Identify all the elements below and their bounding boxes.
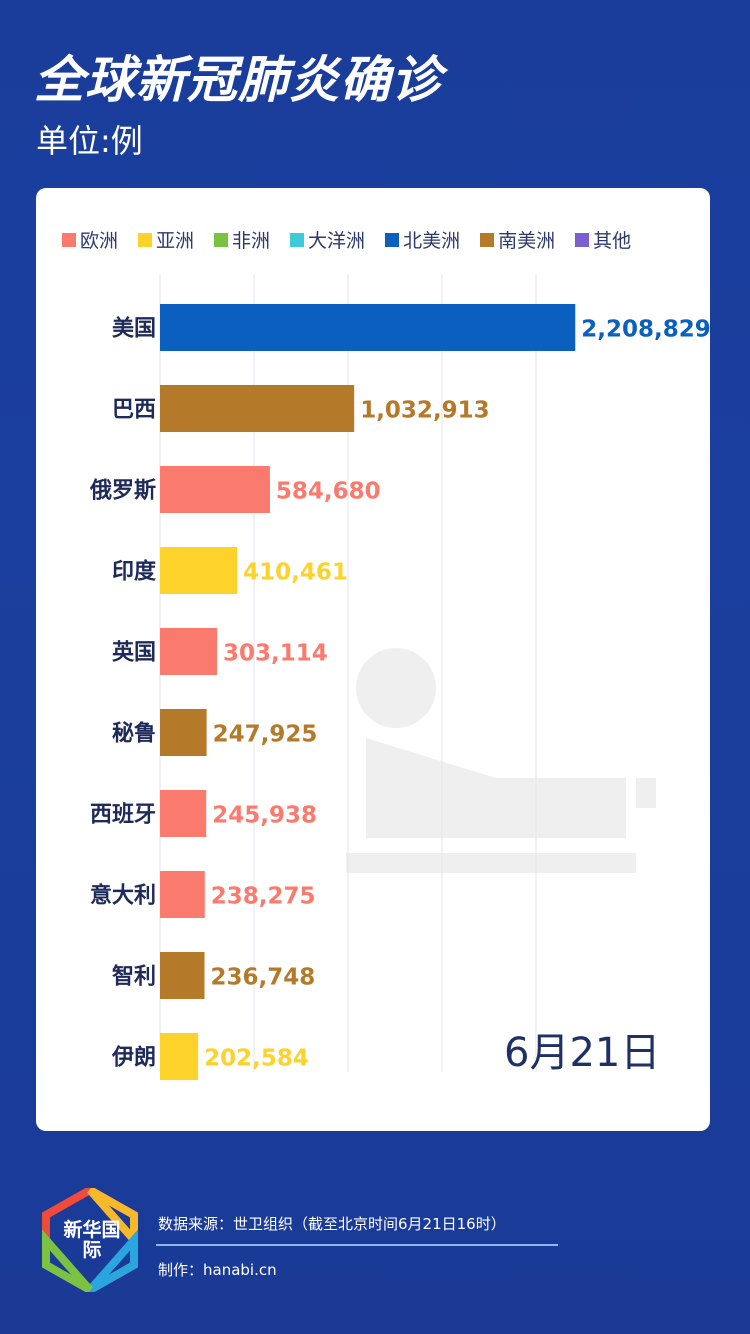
category-label: 西班牙 — [90, 803, 156, 828]
legend-label: 北美洲 — [403, 230, 461, 252]
value-label: 238,275 — [211, 884, 316, 910]
bar — [160, 871, 205, 918]
legend-swatch — [138, 232, 153, 247]
date-label: 6月21日 — [504, 1030, 661, 1076]
legend-label: 欧洲 — [80, 230, 119, 252]
bar — [160, 628, 217, 675]
maker-credit: 制作：hanabi.cn — [158, 1261, 277, 1279]
legend-item: 南美洲 — [480, 226, 555, 253]
xinhua-logo-icon — [42, 1188, 138, 1292]
legend-item: 其他 — [575, 226, 631, 253]
category-label: 英国 — [112, 641, 156, 666]
category-label: 俄罗斯 — [89, 478, 156, 504]
value-label: 2,208,829 — [581, 317, 710, 343]
value-label: 202,584 — [204, 1046, 309, 1072]
bar — [160, 952, 205, 999]
unit-label: 单位:例 — [36, 122, 143, 160]
value-label: 247,925 — [213, 722, 318, 748]
bar — [160, 709, 207, 756]
legend-label: 大洋洲 — [308, 230, 366, 252]
chart-card: 欧洲 亚洲 非洲 大洋洲 北美洲 南美洲 其他 美国 2,208,829 巴西 1,032,913… — [36, 188, 710, 1131]
legend-swatch — [385, 232, 400, 247]
legend-label: 非洲 — [232, 230, 271, 252]
legend-swatch — [480, 232, 495, 247]
legend-label: 其他 — [593, 230, 632, 252]
category-label: 美国 — [112, 316, 156, 342]
legend-swatch — [62, 232, 76, 247]
bar — [160, 790, 207, 837]
value-label: 245,938 — [212, 803, 317, 829]
legend-swatch — [214, 232, 229, 247]
logo-text: 新华国际 — [63, 1219, 121, 1261]
footer-divider — [156, 1244, 558, 1246]
category-label: 秘鲁 — [112, 721, 156, 747]
value-label: 303,114 — [223, 641, 328, 667]
legend-item: 大洋洲 — [290, 226, 365, 253]
patient-bed-watermark-icon — [346, 648, 656, 873]
legend-item: 欧洲 — [62, 226, 118, 253]
category-label: 印度 — [112, 559, 157, 585]
legend-item: 北美洲 — [385, 226, 460, 253]
legend-swatch — [290, 232, 305, 247]
category-label: 巴西 — [112, 398, 156, 423]
value-label: 1,032,913 — [360, 398, 490, 424]
category-label: 智利 — [112, 964, 156, 990]
bar — [160, 547, 238, 594]
legend-label: 亚洲 — [156, 230, 195, 252]
data-source: 数据来源：世卫组织（截至北京时间6月21日16时） — [158, 1215, 506, 1233]
value-label: 410,461 — [243, 560, 348, 586]
value-label: 584,680 — [276, 479, 381, 505]
value-label: 236,748 — [211, 965, 316, 991]
chart-legend: 欧洲 亚洲 非洲 大洋洲 北美洲 南美洲 其他 — [62, 226, 631, 253]
legend-swatch — [575, 232, 590, 247]
page-title: 全球新冠肺炎确诊 — [34, 51, 442, 109]
bar — [160, 1033, 199, 1080]
category-label: 意大利 — [90, 883, 156, 909]
legend-label: 南美洲 — [498, 230, 556, 252]
category-label: 伊朗 — [111, 1045, 156, 1071]
bar — [160, 304, 576, 351]
bar-chart: 美国 2,208,829 巴西 1,032,913 俄罗斯 584,680 印度 410,46… — [89, 274, 710, 1080]
bar — [160, 385, 355, 432]
legend-item: 亚洲 — [138, 226, 194, 253]
legend-item: 非洲 — [214, 226, 270, 253]
bar — [160, 466, 270, 513]
